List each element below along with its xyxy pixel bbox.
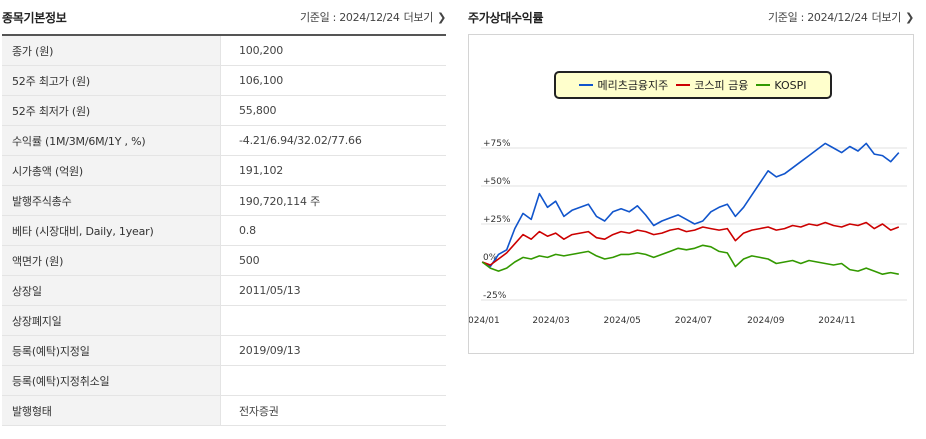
chart-canvas: +75% +50% +25% 0% -25% 2024/01 2024/03 2024/05 2… <box>469 139 907 326</box>
chevron-right-icon[interactable]: ❯ <box>437 10 446 24</box>
chart-legend: 메리츠금융지주 코스피 금융 KOSPI <box>554 71 832 99</box>
info-row: 발행형태 전자증권 <box>2 395 446 426</box>
info-row-label: 발행형태 <box>2 395 221 426</box>
info-row-label: 등록(예탁)지정취소일 <box>2 365 221 396</box>
info-row: 액면가 (원) 500 <box>2 245 446 276</box>
info-row-value: 100,200 <box>220 35 446 66</box>
info-row-value: 190,720,114 주 <box>220 185 446 216</box>
x-tick-label: 2024/09 <box>747 316 785 326</box>
info-row: 52주 최고가 (원) 106,100 <box>2 65 446 96</box>
info-row-value: 2011/05/13 <box>220 275 446 306</box>
legend-item: KOSPI <box>756 78 807 92</box>
info-row: 종가 (원) 100,200 <box>2 35 446 66</box>
x-tick-label: 2024/01 <box>469 316 500 326</box>
info-row-value: 191,102 <box>220 155 446 186</box>
legend-label: KOSPI <box>774 78 807 92</box>
relative-return-basis-date: 기준일 : 2024/12/24 <box>767 11 868 24</box>
info-row: 52주 최저가 (원) 55,800 <box>2 95 446 126</box>
info-row-value: -4.21/6.94/32.02/77.66 <box>220 125 446 156</box>
x-tick-label: 2024/11 <box>818 316 855 326</box>
y-tick-label: +50% <box>483 177 511 187</box>
x-tick-label: 2024/07 <box>675 316 712 326</box>
info-row-label: 발행주식총수 <box>2 185 221 216</box>
relative-return-header: 주가상대수익률 기준일 : 2024/12/24 더보기 ❯ <box>468 0 914 34</box>
info-row: 상장일 2011/05/13 <box>2 275 446 306</box>
info-row: 발행주식총수 190,720,114 주 <box>2 185 446 216</box>
info-row-label: 52주 최고가 (원) <box>2 65 221 96</box>
x-tick-label: 2024/05 <box>604 316 641 326</box>
info-row-label: 시가총액 (억원) <box>2 155 221 186</box>
info-row-label: 등록(예탁)지정일 <box>2 335 221 366</box>
info-row-value <box>220 305 446 336</box>
y-tick-label: -25% <box>483 291 507 301</box>
info-row-label: 상장폐지일 <box>2 305 221 336</box>
info-row-label: 베타 (시장대비, Daily, 1year) <box>2 215 221 246</box>
basic-info-header: 종목기본정보 기준일 : 2024/12/24 더보기 ❯ <box>2 0 446 34</box>
y-tick-label: 0% <box>483 253 498 263</box>
info-row-label: 액면가 (원) <box>2 245 221 276</box>
series-line <box>481 221 900 266</box>
info-row: 베타 (시장대비, Daily, 1year) 0.8 <box>2 215 446 246</box>
info-row-label: 상장일 <box>2 275 221 306</box>
relative-return-basis: 기준일 : 2024/12/24 더보기 ❯ <box>768 9 914 25</box>
relative-return-title: 주가상대수익률 <box>468 10 544 25</box>
info-row: 등록(예탁)지정일 2019/09/13 <box>2 335 446 366</box>
info-row-value: 0.8 <box>220 215 446 246</box>
legend-swatch <box>676 84 691 86</box>
legend-label: 메리츠금융지주 <box>597 79 669 92</box>
basic-info-basis: 기준일 : 2024/12/24 더보기 ❯ <box>300 9 446 25</box>
legend-label: 코스피 금융 <box>694 79 749 92</box>
series-line <box>481 142 900 268</box>
info-row: 수익률 (1M/3M/6M/1Y , %) -4.21/6.94/32.02/77… <box>2 125 446 156</box>
basic-info-basis-date: 기준일 : 2024/12/24 <box>299 11 400 24</box>
info-row-value: 2019/09/13 <box>220 335 446 366</box>
x-tick-label: 2024/03 <box>532 316 569 326</box>
info-row-value: 전자증권 <box>220 395 446 426</box>
info-row-value <box>220 365 446 396</box>
series-line <box>481 244 899 275</box>
y-tick-label: +75% <box>483 139 511 149</box>
basic-info-table: 종가 (원) 100,200 52주 최고가 (원) 106,100 52주 최저가 (… <box>2 34 446 426</box>
chevron-right-icon[interactable]: ❯ <box>905 10 914 24</box>
info-row: 시가총액 (억원) 191,102 <box>2 155 446 186</box>
info-row-value: 55,800 <box>220 95 446 126</box>
relative-return-more-link[interactable]: 더보기 <box>871 11 902 24</box>
info-row-label: 수익률 (1M/3M/6M/1Y , %) <box>2 125 221 156</box>
y-tick-label: +25% <box>483 215 511 225</box>
info-row-label: 종가 (원) <box>2 35 221 66</box>
info-row-label: 52주 최저가 (원) <box>2 95 221 126</box>
info-row: 등록(예탁)지정취소일 <box>2 365 446 396</box>
legend-swatch <box>579 84 594 86</box>
info-row: 상장폐지일 <box>2 305 446 336</box>
relative-return-chart: +75% +50% +25% 0% -25% 2024/01 2024/03 2024/05 2… <box>468 34 914 354</box>
basic-info-title: 종목기본정보 <box>2 10 67 25</box>
basic-info-more-link[interactable]: 더보기 <box>403 11 434 24</box>
legend-swatch <box>756 84 771 86</box>
legend-item: 메리츠금융지주 <box>579 77 668 93</box>
info-row-value: 500 <box>220 245 446 276</box>
legend-item: 코스피 금융 <box>676 77 748 93</box>
info-row-value: 106,100 <box>220 65 446 96</box>
